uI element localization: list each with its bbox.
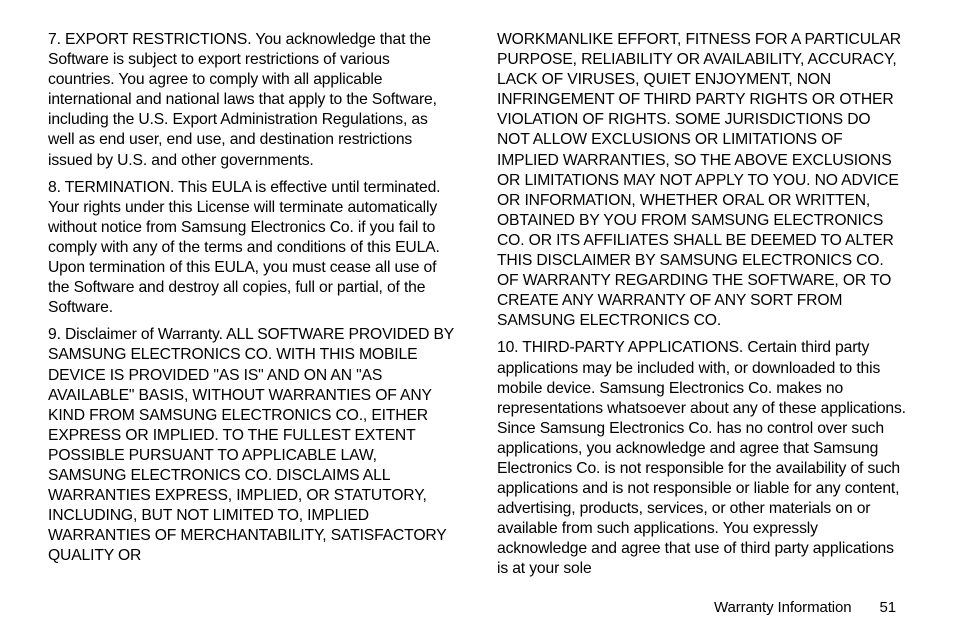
paragraph-7-export: 7. EXPORT RESTRICTIONS. You acknowledge …	[48, 30, 457, 171]
footer-page-number: 51	[880, 599, 897, 616]
left-column: 7. EXPORT RESTRICTIONS. You acknowledge …	[48, 30, 457, 591]
paragraph-9-disclaimer: 9. Disclaimer of Warranty. ALL SOFTWARE …	[48, 325, 457, 566]
paragraph-8-termination: 8. TERMINATION. This EULA is effective u…	[48, 178, 457, 319]
right-column: WORKMANLIKE EFFORT, FITNESS FOR A PARTIC…	[497, 30, 906, 591]
text-columns: 7. EXPORT RESTRICTIONS. You acknowledge …	[48, 30, 906, 591]
paragraph-9-continued: WORKMANLIKE EFFORT, FITNESS FOR A PARTIC…	[497, 30, 906, 331]
document-page: 7. EXPORT RESTRICTIONS. You acknowledge …	[0, 0, 954, 636]
page-footer: Warranty Information 51	[48, 591, 906, 616]
footer-section-title: Warranty Information	[714, 599, 852, 616]
paragraph-10-thirdparty: 10. THIRD-PARTY APPLICATIONS. Certain th…	[497, 338, 906, 579]
